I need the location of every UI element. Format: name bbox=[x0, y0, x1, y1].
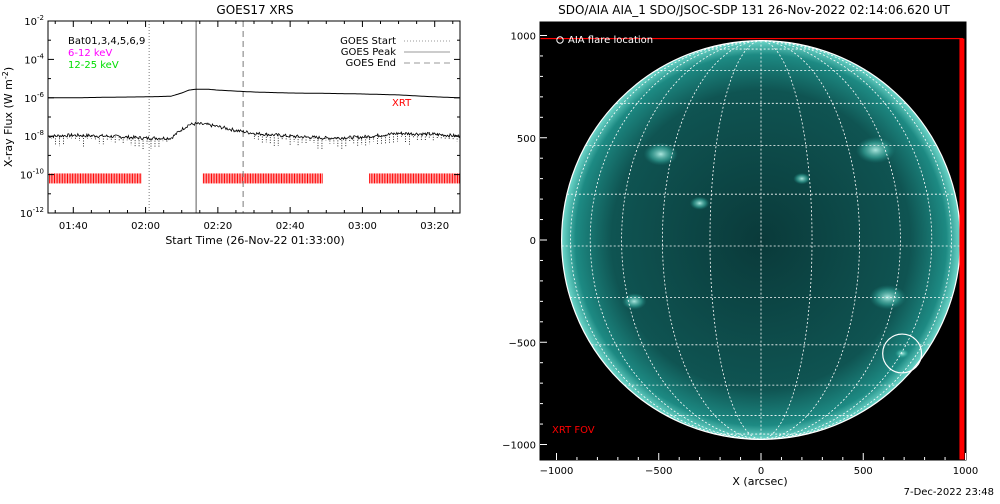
x-tick-label: 02:40 bbox=[276, 221, 305, 232]
longitude-line bbox=[589, 40, 762, 440]
y-tick-label: 10-4 bbox=[24, 52, 44, 66]
aia-plot-frame bbox=[539, 21, 967, 461]
aia-title: SDO/AIA AIA_1 SDO/JSOC-SDP 131 26-Nov-20… bbox=[558, 3, 950, 17]
flare-legend-label: AIA flare location bbox=[568, 35, 653, 46]
y-tick-label: 10-2 bbox=[24, 14, 44, 28]
detector-label: Bat01,3,4,5,6,9 bbox=[68, 36, 145, 47]
x-tick-label: 02:00 bbox=[131, 221, 160, 232]
aia-y-tick-label: −500 bbox=[509, 338, 536, 349]
y-tick-label: 10-10 bbox=[20, 168, 44, 182]
legend-label: GOES End bbox=[346, 58, 396, 69]
x-tick-label: 03:20 bbox=[420, 221, 449, 232]
flare-location-circle bbox=[882, 333, 923, 374]
bright-region bbox=[793, 172, 811, 185]
y-tick-label: 10-8 bbox=[24, 129, 44, 143]
x-tick-label: 01:40 bbox=[59, 221, 88, 232]
longitude-line bbox=[760, 40, 860, 440]
longitude-line bbox=[760, 40, 813, 440]
longitude-line bbox=[570, 40, 762, 440]
longitude-line bbox=[621, 40, 762, 440]
legend-label: GOES Peak bbox=[341, 47, 396, 58]
event-markers bbox=[148, 21, 244, 213]
aia-x-tick-label: 0 bbox=[758, 466, 764, 477]
aia-y-tick-label: 0 bbox=[530, 236, 536, 247]
goes-y-axis: 10-2 10-4 10-6 10-8 10-10 10-12 bbox=[20, 14, 460, 220]
goes-x-axis-label: Start Time (26-Nov-22 01:33:00) bbox=[165, 234, 344, 247]
aia-x-tick-label: 1000 bbox=[953, 466, 978, 477]
aia-image-panel: SDO/AIA AIA_1 SDO/JSOC-SDP 131 26-Nov-20… bbox=[502, 3, 978, 488]
longitude-line bbox=[662, 40, 762, 440]
longitude-line bbox=[760, 40, 952, 440]
bright-region bbox=[894, 348, 910, 359]
aia-y-tick-label: 1000 bbox=[511, 32, 536, 43]
x-tick-label: 02:20 bbox=[203, 221, 232, 232]
series-line-1 bbox=[47, 121, 460, 141]
longitude-line bbox=[760, 40, 901, 440]
aia-y-axis: −1000 −500 0 500 1000 bbox=[502, 32, 547, 452]
xrt-coverage-bars bbox=[47, 173, 460, 184]
y-tick-label: 10-12 bbox=[20, 206, 44, 220]
detector-label: 12-25 keV bbox=[68, 60, 119, 71]
y-tick-label: 10-6 bbox=[24, 91, 44, 105]
goes-y-axis-label: X-ray Flux (W m-2) bbox=[1, 67, 15, 167]
goes-series bbox=[47, 88, 461, 150]
flare-legend-marker bbox=[556, 36, 564, 44]
x-tick-label: 03:00 bbox=[348, 221, 377, 232]
xrt-fov-label: XRT FOV bbox=[552, 425, 595, 436]
xrt-series-label: XRT bbox=[392, 98, 412, 109]
footer-date: 7-Dec-2022 23:48 bbox=[903, 487, 994, 498]
aia-x-tick-label: 500 bbox=[854, 466, 873, 477]
aia-x-tick-label: −1000 bbox=[540, 466, 574, 477]
sun-disk bbox=[561, 40, 961, 440]
goes-xrs-panel: GOES17 XRS 10-2 10-4 10-6 10-8 10-10 10-12 01… bbox=[1, 3, 461, 247]
longitude-line bbox=[709, 40, 762, 440]
longitude-line bbox=[760, 40, 933, 440]
series-line-0 bbox=[48, 88, 461, 99]
aia-x-tick-label: −500 bbox=[645, 466, 672, 477]
bright-region bbox=[855, 136, 896, 164]
bright-region bbox=[643, 142, 678, 166]
sun-image bbox=[540, 37, 965, 460]
aia-y-tick-label: −1000 bbox=[502, 441, 536, 452]
aia-x-axis: −1000 −500 0 500 1000 bbox=[540, 453, 978, 477]
detector-label: 6-12 keV bbox=[68, 48, 112, 59]
bright-region bbox=[621, 293, 647, 310]
aia-y-tick-label: 500 bbox=[517, 134, 536, 145]
aia-x-axis-label: X (arcsec) bbox=[732, 475, 787, 488]
xrt-fov-edge bbox=[959, 38, 965, 460]
legend-label: GOES Start bbox=[340, 36, 396, 47]
heliographic-grid bbox=[561, 40, 961, 440]
goes-x-axis: 01:40 02:00 02:20 02:40 03:00 03:20 bbox=[54, 21, 454, 232]
bright-region bbox=[689, 196, 710, 210]
goes-title: GOES17 XRS bbox=[216, 3, 293, 17]
